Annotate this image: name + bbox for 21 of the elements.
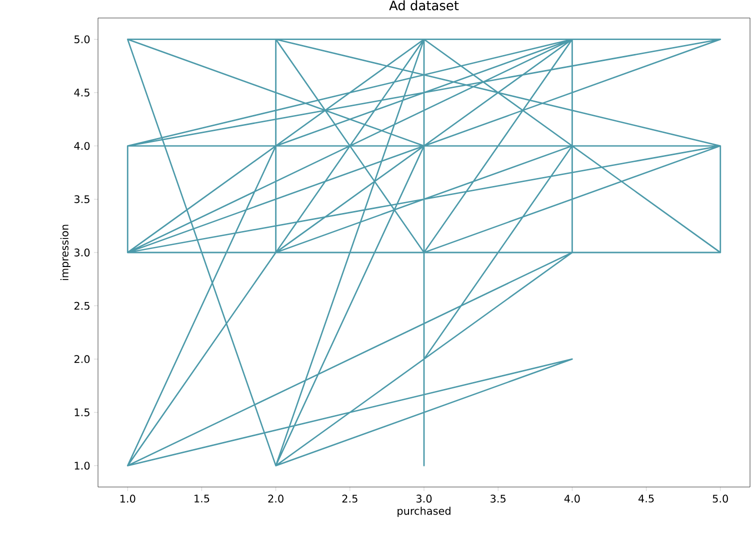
- y-tick-label: 3.0: [74, 248, 90, 256]
- y-tick-label: 2.5: [74, 302, 90, 310]
- x-tick-label: 4.5: [638, 494, 654, 502]
- x-tick-label: 4.0: [564, 494, 580, 503]
- x-tick-label: 2.5: [342, 494, 358, 503]
- x-tick-label: 1.5: [194, 494, 210, 502]
- x-tick-label: 3.0: [416, 494, 432, 503]
- x-tick-label: 3.5: [490, 494, 506, 503]
- y-tick-label: 4.0: [74, 142, 90, 150]
- y-tick-label: 4.5: [74, 88, 90, 96]
- y-tick-label: 5.0: [74, 35, 90, 44]
- y-tick-label: 1.0: [74, 462, 90, 470]
- chart-title: Ad dataset: [389, 0, 459, 10]
- x-axis-title: purchased: [398, 506, 450, 517]
- y-axis-title: impression: [60, 224, 70, 280]
- y-tick-label: 2.0: [74, 355, 90, 364]
- x-tick-label: 1.0: [120, 494, 136, 503]
- x-tick-label: 5.0: [712, 494, 728, 503]
- y-tick-label: 3.5: [74, 195, 90, 204]
- x-tick-label: 2.0: [268, 494, 284, 503]
- y-tick-label: 1.5: [74, 408, 90, 416]
